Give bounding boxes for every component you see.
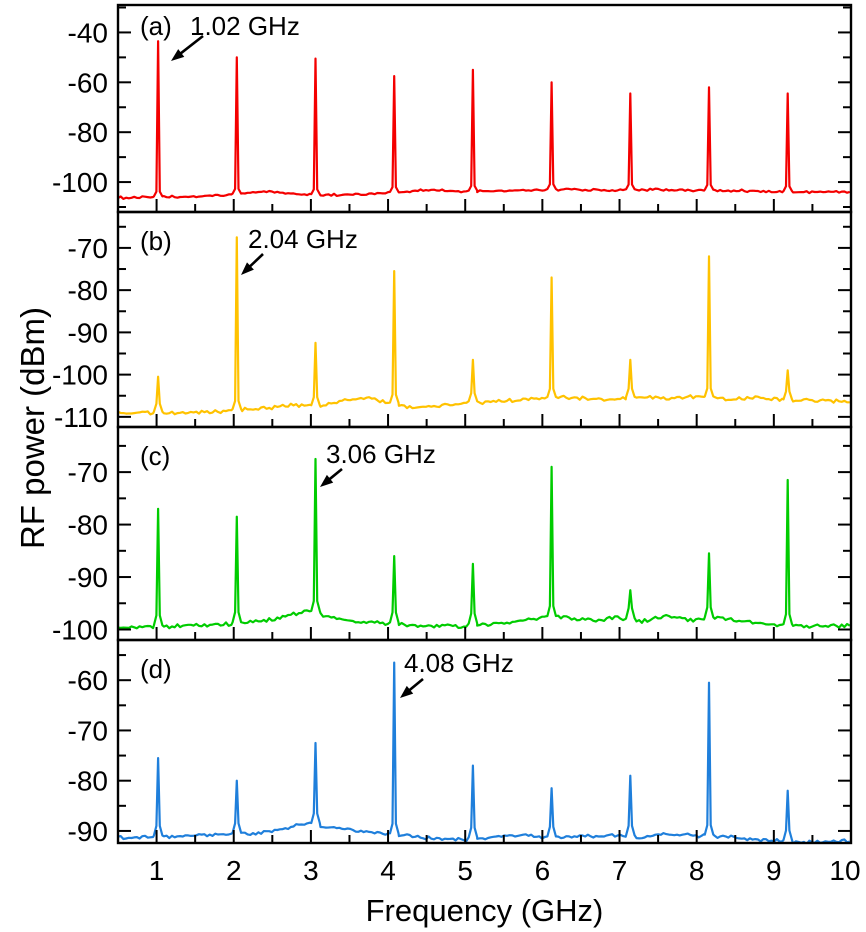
y-tick-label: -40 <box>68 17 108 48</box>
x-axis-title: Frequency (GHz) <box>365 893 604 928</box>
y-tick-label: -80 <box>68 510 108 541</box>
annotation-arrow-head <box>320 474 334 487</box>
annotation-arrow-head <box>241 262 254 275</box>
panel-c: -70 -80 -90 -100 (c) 3.06 GHz <box>52 425 853 646</box>
panel-label-b: (b) <box>140 226 172 256</box>
annotations-b: (b) 2.04 GHz <box>140 224 358 275</box>
x-tick-label: 5 <box>457 855 473 886</box>
x-tick-label: 2 <box>226 855 242 886</box>
x-tick-label: 6 <box>535 855 551 886</box>
y-tick-label: -110 <box>54 402 108 433</box>
panel-frame-d <box>116 638 853 845</box>
annotations-a: (a) 1.02 GHz <box>140 11 300 61</box>
ticks-b <box>118 225 851 427</box>
panel-b: -70 -80 -90 -100 -110 (b) 2.04 GHz <box>52 210 853 433</box>
trace-a <box>119 40 850 200</box>
peak-frequency-label-a: 1.02 GHz <box>190 11 300 41</box>
y-tick-label: -80 <box>68 117 108 148</box>
panel-d: -60 -70 -80 -90 (d) 4.08 GHz <box>68 638 853 847</box>
y-tick-label: -90 <box>68 317 108 348</box>
annotations-c: (c) 3.06 GHz <box>140 439 436 487</box>
panel-label-d: (d) <box>140 654 172 684</box>
peak-frequency-label-d: 4.08 GHz <box>404 648 514 678</box>
y-tick-label: -80 <box>68 766 108 797</box>
y-tick-label: -70 <box>68 233 108 264</box>
annotation-arrow-head <box>400 685 414 698</box>
x-tick-label: 9 <box>766 855 782 886</box>
x-tick-label: 10 <box>829 855 860 886</box>
y-tick-label: -60 <box>68 67 108 98</box>
panel-a: -40 -60 -80 -100 (a) 1.02 GHz <box>52 3 853 214</box>
x-tick-label: 8 <box>689 855 705 886</box>
y-tick-label: -100 <box>52 167 108 198</box>
annotation-arrow-line <box>176 34 204 58</box>
trace-b <box>119 236 850 416</box>
y-axis-title: RF power (dBm) <box>14 306 51 550</box>
x-tick-label: 4 <box>380 855 396 886</box>
panel-frame-c <box>116 425 853 642</box>
x-tick-label: 1 <box>149 855 165 886</box>
x-tick-label: 3 <box>303 855 319 886</box>
x-tick-labels: 1 2 3 4 5 6 7 8 9 10 <box>149 855 861 886</box>
y-tick-label: -100 <box>52 615 108 646</box>
y-tick-label: -100 <box>52 360 108 391</box>
annotation-arrow-head <box>171 49 185 61</box>
panel-label-a: (a) <box>140 11 172 41</box>
panel-label-c: (c) <box>140 441 170 471</box>
trace-c <box>119 457 850 630</box>
y-tick-label: -70 <box>68 457 108 488</box>
y-tick-label: -70 <box>68 715 108 746</box>
x-tick-label: 7 <box>612 855 628 886</box>
peak-frequency-label-b: 2.04 GHz <box>248 224 358 254</box>
ticks-d <box>118 654 851 843</box>
peak-frequency-label-c: 3.06 GHz <box>326 439 436 469</box>
y-tick-label: -90 <box>68 562 108 593</box>
ticks-a <box>118 6 851 212</box>
y-tick-label: -80 <box>68 275 108 306</box>
annotations-d: (d) 4.08 GHz <box>140 648 514 698</box>
ticks-c <box>118 444 851 640</box>
y-tick-label: -60 <box>68 665 108 696</box>
y-tick-label: -90 <box>68 816 108 847</box>
panel-frame-b <box>116 210 853 429</box>
trace-d <box>119 661 850 842</box>
